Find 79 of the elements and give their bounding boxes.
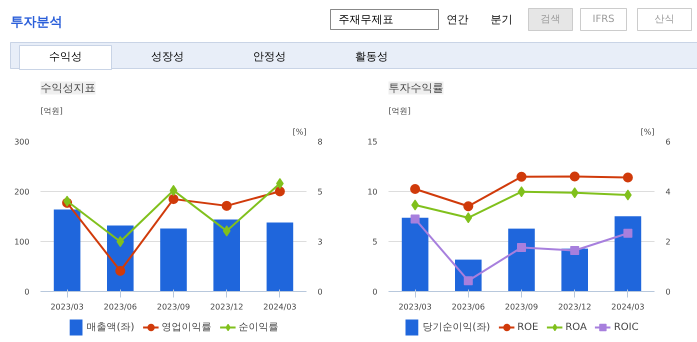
bar xyxy=(266,222,294,292)
y-tick-label: 300 xyxy=(14,138,30,146)
text: 검색 xyxy=(540,14,560,25)
legend-label: ROE xyxy=(517,322,538,332)
x-tick-label: 2023/06 xyxy=(104,302,137,312)
text: 주재무제표 xyxy=(338,13,394,26)
point xyxy=(222,200,232,211)
point xyxy=(570,172,580,182)
x-tick-label: 2023/09 xyxy=(156,302,190,312)
point xyxy=(622,172,633,182)
y2-tick-label: 8 xyxy=(318,138,323,146)
x-tick-label: 2023/03 xyxy=(50,302,84,312)
legend-label: ROIC xyxy=(614,322,639,332)
point xyxy=(464,212,472,224)
y-tick-label: 15 xyxy=(367,138,378,146)
legend-label: 영업이익률 xyxy=(161,321,212,334)
point xyxy=(464,276,473,286)
y2-tick-label: 0 xyxy=(318,288,323,296)
x-tick-label: 2024/03 xyxy=(611,302,645,312)
y2-tick-label: 0 xyxy=(666,288,671,296)
x-tick-label: 2023/12 xyxy=(210,302,244,312)
point xyxy=(570,246,580,255)
text: IFRS xyxy=(592,14,614,25)
y2-axis-title: [%] xyxy=(292,128,306,136)
point xyxy=(410,184,420,194)
y2-tick-label: 6 xyxy=(666,138,671,146)
y-axis-title: [억원] xyxy=(40,106,63,116)
point xyxy=(463,201,474,212)
point xyxy=(274,186,285,196)
text: 활동성 xyxy=(355,50,388,63)
point xyxy=(168,194,178,204)
text: 산식 xyxy=(654,14,674,25)
text: 투자분석 xyxy=(10,15,62,30)
legend-label: 당기순이익(좌) xyxy=(422,321,490,334)
text: 성장성 xyxy=(151,50,184,63)
y2-tick-label: 4 xyxy=(666,188,671,196)
y-tick-label: 0 xyxy=(372,288,378,296)
bar xyxy=(54,210,80,292)
text: 연간 xyxy=(446,13,468,26)
y2-tick-label: 3 xyxy=(318,237,323,246)
point xyxy=(222,225,231,236)
point xyxy=(115,266,126,276)
y2-axis-title: [%] xyxy=(640,128,654,136)
y-tick-label: 200 xyxy=(14,188,30,196)
bar xyxy=(160,228,187,292)
x-tick-label: 2023/12 xyxy=(558,302,592,312)
point xyxy=(623,228,632,238)
x-tick-label: 2023/06 xyxy=(452,302,485,312)
bar xyxy=(561,248,588,292)
point xyxy=(624,190,632,200)
y-tick-label: 5 xyxy=(372,238,378,246)
point xyxy=(517,243,526,252)
text: 분기 xyxy=(490,13,512,26)
y-axis-title: [억원] xyxy=(388,106,411,116)
x-tick-label: 2023/03 xyxy=(398,302,432,312)
point xyxy=(116,236,124,248)
x-tick-label: 2024/03 xyxy=(263,302,297,312)
point xyxy=(411,200,419,210)
text: 수익성 xyxy=(49,50,82,63)
chart-title: 투자수익률 xyxy=(388,82,444,94)
legend-label: 매출액(좌) xyxy=(86,321,134,334)
legend-label: 순이익률 xyxy=(238,321,278,334)
y-tick-label: 100 xyxy=(14,238,30,246)
bar xyxy=(402,218,428,292)
point xyxy=(516,172,526,182)
y2-tick-label: 5 xyxy=(318,188,323,197)
chart-title: 수익성지표 xyxy=(40,82,96,94)
point xyxy=(410,214,420,224)
bar xyxy=(213,220,240,292)
text: 안정성 xyxy=(253,50,286,63)
point xyxy=(276,178,284,189)
bar xyxy=(614,216,642,292)
point xyxy=(570,187,579,198)
y-tick-label: 10 xyxy=(367,188,378,196)
y-tick-label: 0 xyxy=(24,288,30,296)
bar xyxy=(508,228,535,292)
x-tick-label: 2023/09 xyxy=(504,302,538,312)
y2-tick-label: 2 xyxy=(666,238,671,246)
legend-label: ROA xyxy=(565,322,587,332)
